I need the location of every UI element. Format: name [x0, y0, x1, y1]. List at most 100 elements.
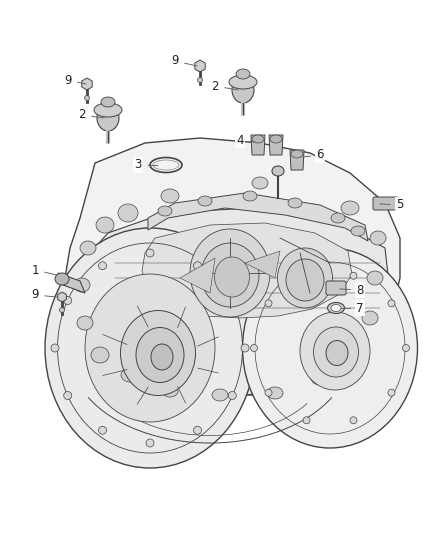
- Ellipse shape: [99, 262, 106, 270]
- Ellipse shape: [328, 303, 345, 313]
- Ellipse shape: [85, 274, 215, 422]
- Ellipse shape: [96, 217, 114, 233]
- Ellipse shape: [74, 278, 90, 292]
- Ellipse shape: [55, 273, 69, 285]
- Ellipse shape: [158, 206, 172, 216]
- Text: 1: 1: [31, 263, 39, 277]
- Text: 9: 9: [171, 54, 179, 68]
- Ellipse shape: [212, 389, 228, 401]
- Ellipse shape: [236, 69, 250, 79]
- Ellipse shape: [241, 344, 249, 352]
- Ellipse shape: [326, 341, 348, 366]
- Polygon shape: [269, 135, 283, 155]
- Ellipse shape: [267, 387, 283, 399]
- Polygon shape: [251, 135, 265, 155]
- Ellipse shape: [350, 272, 357, 279]
- Ellipse shape: [346, 347, 364, 363]
- Text: 2: 2: [211, 79, 219, 93]
- Ellipse shape: [350, 417, 357, 424]
- Ellipse shape: [403, 344, 410, 351]
- Ellipse shape: [243, 191, 257, 201]
- Ellipse shape: [388, 389, 395, 396]
- Text: 6: 6: [316, 149, 324, 161]
- Ellipse shape: [228, 392, 236, 400]
- FancyBboxPatch shape: [326, 281, 346, 295]
- Ellipse shape: [291, 150, 303, 158]
- Ellipse shape: [118, 204, 138, 222]
- Ellipse shape: [286, 259, 324, 301]
- Ellipse shape: [151, 344, 173, 370]
- Ellipse shape: [252, 135, 264, 143]
- Ellipse shape: [80, 241, 96, 255]
- Ellipse shape: [64, 296, 72, 304]
- Ellipse shape: [198, 77, 202, 83]
- Ellipse shape: [351, 226, 365, 236]
- Ellipse shape: [94, 103, 122, 117]
- Ellipse shape: [162, 385, 178, 397]
- Ellipse shape: [215, 257, 250, 297]
- Ellipse shape: [228, 296, 236, 304]
- Ellipse shape: [120, 311, 195, 395]
- Polygon shape: [290, 150, 304, 170]
- Polygon shape: [195, 60, 205, 72]
- Polygon shape: [58, 292, 66, 302]
- Ellipse shape: [303, 417, 310, 424]
- Ellipse shape: [97, 105, 119, 131]
- Ellipse shape: [64, 392, 72, 400]
- Ellipse shape: [314, 327, 358, 377]
- Polygon shape: [180, 258, 215, 293]
- Ellipse shape: [331, 213, 345, 223]
- Ellipse shape: [300, 312, 370, 390]
- Ellipse shape: [252, 177, 268, 189]
- Ellipse shape: [303, 272, 310, 279]
- Polygon shape: [65, 138, 400, 395]
- Ellipse shape: [121, 368, 139, 382]
- Ellipse shape: [99, 426, 106, 434]
- Ellipse shape: [311, 371, 329, 385]
- Ellipse shape: [278, 248, 332, 308]
- Ellipse shape: [270, 135, 282, 143]
- Ellipse shape: [194, 426, 201, 434]
- Polygon shape: [82, 208, 390, 395]
- Ellipse shape: [60, 308, 64, 312]
- Text: 5: 5: [396, 198, 404, 212]
- Text: 9: 9: [64, 74, 72, 86]
- Ellipse shape: [161, 189, 179, 203]
- Text: 7: 7: [356, 302, 364, 314]
- Ellipse shape: [370, 231, 386, 245]
- Text: 2: 2: [78, 109, 86, 122]
- Ellipse shape: [51, 344, 59, 352]
- Polygon shape: [82, 78, 92, 90]
- Ellipse shape: [265, 300, 272, 307]
- Ellipse shape: [388, 300, 395, 307]
- Ellipse shape: [272, 166, 284, 176]
- Ellipse shape: [136, 327, 184, 383]
- Polygon shape: [148, 193, 368, 241]
- Polygon shape: [142, 223, 352, 318]
- Ellipse shape: [77, 316, 93, 330]
- Ellipse shape: [229, 75, 257, 89]
- Ellipse shape: [101, 97, 115, 107]
- Ellipse shape: [362, 311, 378, 325]
- Ellipse shape: [243, 248, 417, 448]
- Ellipse shape: [367, 271, 383, 285]
- Ellipse shape: [341, 201, 359, 215]
- Ellipse shape: [201, 243, 259, 307]
- Ellipse shape: [232, 77, 254, 103]
- Ellipse shape: [190, 229, 270, 317]
- Ellipse shape: [194, 262, 201, 270]
- Polygon shape: [58, 273, 85, 293]
- Ellipse shape: [288, 198, 302, 208]
- Ellipse shape: [331, 304, 341, 311]
- Ellipse shape: [85, 95, 89, 101]
- Polygon shape: [245, 251, 280, 278]
- FancyBboxPatch shape: [373, 197, 399, 210]
- Ellipse shape: [91, 347, 109, 363]
- Ellipse shape: [146, 249, 154, 257]
- Text: 8: 8: [356, 284, 364, 296]
- Ellipse shape: [265, 389, 272, 396]
- Text: 3: 3: [134, 158, 141, 172]
- Ellipse shape: [251, 344, 258, 351]
- Text: 9: 9: [31, 288, 39, 302]
- Ellipse shape: [45, 228, 255, 468]
